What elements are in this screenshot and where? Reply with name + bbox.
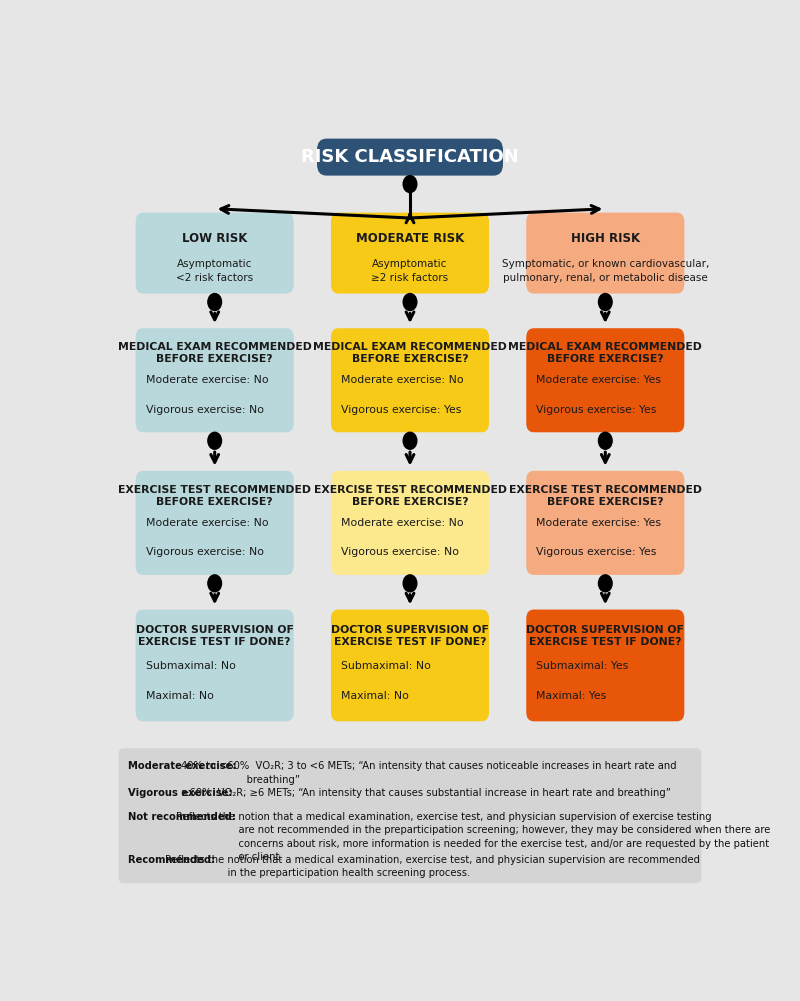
FancyBboxPatch shape	[136, 470, 294, 575]
Text: MEDICAL EXAM RECOMMENDED
BEFORE EXERCISE?: MEDICAL EXAM RECOMMENDED BEFORE EXERCISE…	[508, 342, 702, 364]
Text: Asymptomatic
≥2 risk factors: Asymptomatic ≥2 risk factors	[371, 259, 449, 283]
Text: Reflects the notion that a medical examination, exercise test, and physician sup: Reflects the notion that a medical exami…	[165, 855, 699, 878]
Text: Not recommended:: Not recommended:	[128, 812, 239, 822]
FancyBboxPatch shape	[331, 212, 489, 293]
Text: Submaximal: Yes

Maximal: Yes: Submaximal: Yes Maximal: Yes	[536, 662, 629, 701]
Circle shape	[403, 575, 417, 592]
FancyBboxPatch shape	[136, 610, 294, 722]
FancyBboxPatch shape	[526, 212, 684, 293]
FancyBboxPatch shape	[331, 470, 489, 575]
Text: DOCTOR SUPERVISION OF
EXERCISE TEST IF DONE?: DOCTOR SUPERVISION OF EXERCISE TEST IF D…	[136, 626, 294, 648]
Text: ≥60%  V̇O₂R; ≥6 METs; “An intensity that causes substantial increase in heart ra: ≥60% V̇O₂R; ≥6 METs; “An intensity that …	[182, 789, 671, 799]
Text: Moderate exercise: No

Vigorous exercise: No: Moderate exercise: No Vigorous exercise:…	[146, 518, 268, 558]
FancyBboxPatch shape	[331, 328, 489, 432]
Text: Moderate exercise: No

Vigorous exercise: No: Moderate exercise: No Vigorous exercise:…	[146, 375, 268, 414]
Circle shape	[403, 432, 417, 449]
FancyBboxPatch shape	[317, 138, 503, 175]
Text: RISK CLASSIFICATION: RISK CLASSIFICATION	[301, 148, 519, 166]
Text: Moderate exercise: No

Vigorous exercise: Yes: Moderate exercise: No Vigorous exercise:…	[341, 375, 463, 414]
FancyBboxPatch shape	[526, 328, 684, 432]
FancyBboxPatch shape	[317, 138, 503, 175]
Text: Submaximal: No

Maximal: No: Submaximal: No Maximal: No	[146, 662, 235, 701]
Text: MEDICAL EXAM RECOMMENDED
BEFORE EXERCISE?: MEDICAL EXAM RECOMMENDED BEFORE EXERCISE…	[313, 342, 507, 364]
Text: MODERATE RISK: MODERATE RISK	[356, 232, 464, 245]
Circle shape	[208, 293, 222, 310]
FancyBboxPatch shape	[526, 470, 684, 575]
Text: EXERCISE TEST RECOMMENDED
BEFORE EXERCISE?: EXERCISE TEST RECOMMENDED BEFORE EXERCIS…	[118, 484, 311, 507]
FancyBboxPatch shape	[136, 328, 294, 432]
Text: 40% to <60%  V̇O₂R; 3 to <6 METs; “An intensity that causes noticeable increases: 40% to <60% V̇O₂R; 3 to <6 METs; “An int…	[182, 762, 677, 785]
Circle shape	[598, 432, 612, 449]
FancyBboxPatch shape	[118, 749, 702, 883]
Text: Moderate exercise:: Moderate exercise:	[128, 762, 240, 772]
Text: Recommended:: Recommended:	[128, 855, 218, 865]
Circle shape	[208, 575, 222, 592]
Text: Vigorous exercise:: Vigorous exercise:	[128, 789, 236, 799]
Text: Symptomatic, or known cardiovascular,
pulmonary, renal, or metabolic disease: Symptomatic, or known cardiovascular, pu…	[502, 259, 709, 283]
Text: EXERCISE TEST RECOMMENDED
BEFORE EXERCISE?: EXERCISE TEST RECOMMENDED BEFORE EXERCIS…	[509, 484, 702, 507]
FancyBboxPatch shape	[526, 610, 684, 722]
Text: Moderate exercise: Yes

Vigorous exercise: Yes: Moderate exercise: Yes Vigorous exercise…	[536, 518, 661, 558]
Text: Moderate exercise: No

Vigorous exercise: No: Moderate exercise: No Vigorous exercise:…	[341, 518, 463, 558]
Circle shape	[598, 293, 612, 310]
Text: DOCTOR SUPERVISION OF
EXERCISE TEST IF DONE?: DOCTOR SUPERVISION OF EXERCISE TEST IF D…	[526, 626, 684, 648]
Text: HIGH RISK: HIGH RISK	[570, 232, 640, 245]
Circle shape	[598, 575, 612, 592]
Circle shape	[208, 432, 222, 449]
Text: EXERCISE TEST RECOMMENDED
BEFORE EXERCISE?: EXERCISE TEST RECOMMENDED BEFORE EXERCIS…	[314, 484, 506, 507]
Text: MEDICAL EXAM RECOMMENDED
BEFORE EXERCISE?: MEDICAL EXAM RECOMMENDED BEFORE EXERCISE…	[118, 342, 312, 364]
Text: Moderate exercise: Yes

Vigorous exercise: Yes: Moderate exercise: Yes Vigorous exercise…	[536, 375, 661, 414]
Text: Submaximal: No

Maximal: No: Submaximal: No Maximal: No	[341, 662, 430, 701]
Text: LOW RISK: LOW RISK	[182, 232, 247, 245]
FancyBboxPatch shape	[331, 610, 489, 722]
Circle shape	[403, 293, 417, 310]
Text: Asymptomatic
<2 risk factors: Asymptomatic <2 risk factors	[176, 259, 254, 283]
Circle shape	[403, 175, 417, 192]
Text: DOCTOR SUPERVISION OF
EXERCISE TEST IF DONE?: DOCTOR SUPERVISION OF EXERCISE TEST IF D…	[331, 626, 489, 648]
Text: Reflects the notion that a medical examination, exercise test, and physician sup: Reflects the notion that a medical exami…	[176, 812, 770, 862]
FancyBboxPatch shape	[136, 212, 294, 293]
